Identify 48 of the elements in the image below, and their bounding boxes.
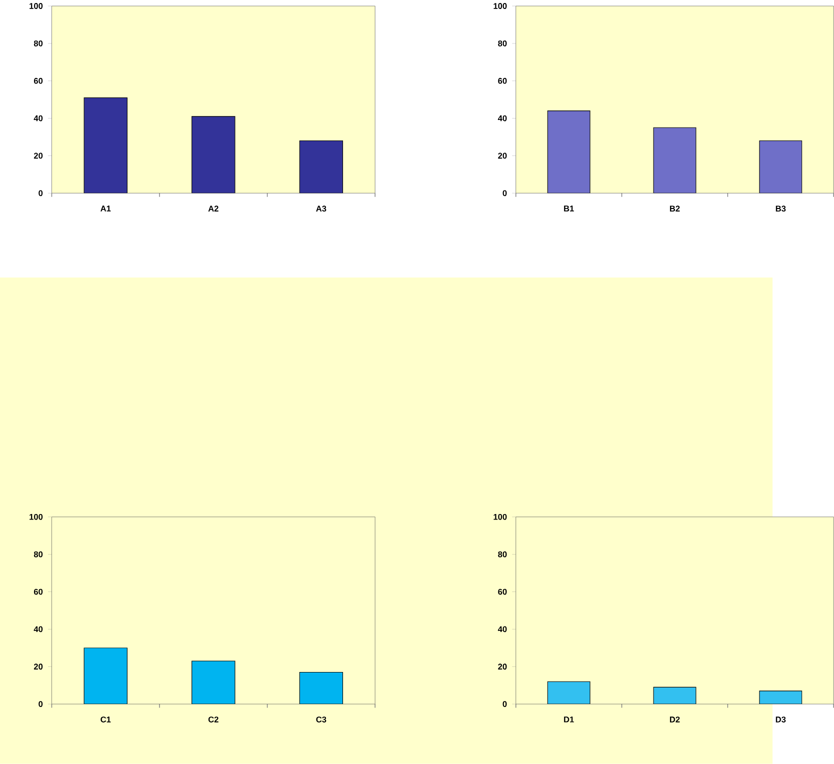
y-tick-label: 100 xyxy=(494,3,507,9)
x-tick-label: C2 xyxy=(208,716,218,722)
bar xyxy=(759,690,802,704)
x-tick-label: B3 xyxy=(776,206,786,212)
y-tick-label: 0 xyxy=(502,701,507,708)
y-tick-label: 40 xyxy=(34,115,43,122)
y-tick-label: 80 xyxy=(498,40,507,46)
y-tick-label: 100 xyxy=(30,3,43,9)
y-tick-label: 0 xyxy=(38,701,43,708)
x-tick-label: B2 xyxy=(670,206,680,212)
bar xyxy=(192,660,236,704)
x-tick-label: A3 xyxy=(316,206,326,212)
bar xyxy=(299,672,344,704)
y-tick-label: 60 xyxy=(498,78,507,84)
y-tick-label: 100 xyxy=(494,514,507,520)
x-tick-label: D2 xyxy=(670,716,680,722)
y-tick-label: 100 xyxy=(30,514,43,520)
y-tick-label: 40 xyxy=(498,115,507,122)
bar xyxy=(547,110,590,194)
y-tick-label: 20 xyxy=(34,152,43,159)
y-tick-label: 0 xyxy=(502,190,507,196)
y-tick-label: 20 xyxy=(34,664,43,670)
y-tick-label: 80 xyxy=(34,40,43,46)
y-tick-label: 40 xyxy=(34,626,43,632)
bar xyxy=(547,681,590,704)
x-tick-label: A1 xyxy=(100,206,111,212)
y-tick-label: 80 xyxy=(498,551,507,558)
y-tick-label: 60 xyxy=(498,588,507,595)
bar xyxy=(299,140,344,194)
y-tick-label: 20 xyxy=(498,664,507,670)
x-tick-label: D3 xyxy=(776,716,786,722)
bar xyxy=(84,648,128,704)
bar xyxy=(192,116,236,194)
bar xyxy=(653,127,696,194)
x-tick-label: A2 xyxy=(208,206,218,212)
bar xyxy=(759,140,802,194)
x-tick-label: B1 xyxy=(564,206,574,212)
x-tick-label: D1 xyxy=(564,716,574,722)
y-tick-label: 60 xyxy=(34,78,43,84)
y-tick-label: 20 xyxy=(498,152,507,159)
y-tick-label: 60 xyxy=(34,588,43,595)
x-tick-label: C3 xyxy=(316,716,326,722)
bar xyxy=(653,686,696,704)
y-tick-label: 0 xyxy=(38,190,43,196)
x-tick-label: C1 xyxy=(100,716,111,722)
y-tick-label: 80 xyxy=(34,551,43,558)
y-tick-label: 40 xyxy=(498,626,507,632)
bar xyxy=(84,97,128,194)
